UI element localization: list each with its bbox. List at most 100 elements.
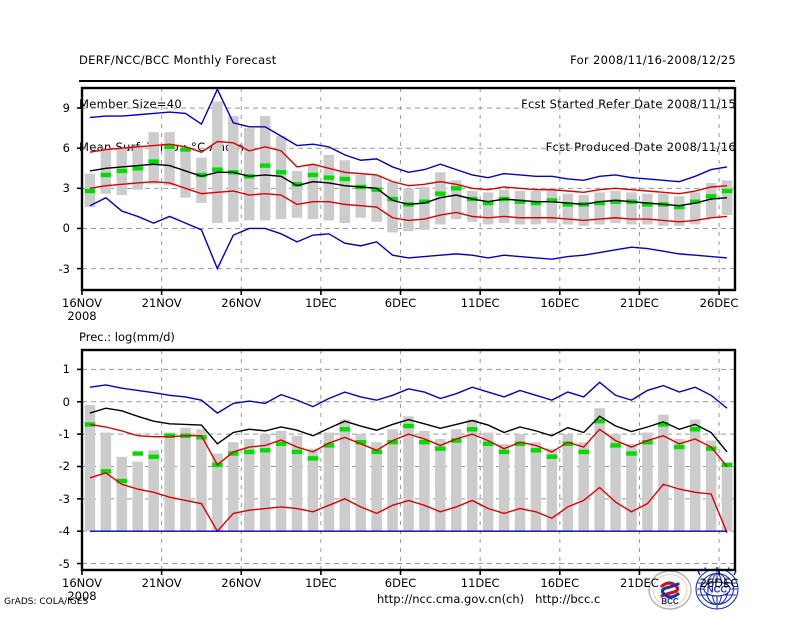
y-axis-tick-label: -3 — [58, 261, 70, 276]
spread-box — [339, 419, 351, 532]
spread-box — [291, 435, 303, 532]
median-marker — [435, 446, 446, 451]
median-marker — [674, 444, 685, 450]
median-marker — [466, 427, 478, 432]
median-marker — [259, 163, 271, 168]
median-marker — [371, 187, 382, 192]
median-marker — [275, 170, 287, 175]
x-axis-tick-label: 11DEC — [460, 296, 500, 310]
median-marker — [307, 456, 319, 461]
median-marker — [435, 191, 446, 196]
spread-box — [196, 429, 207, 532]
spread-box — [705, 182, 717, 218]
spread-box — [212, 453, 223, 532]
y-axis-tick-label: 0 — [62, 221, 70, 236]
spread-box — [546, 448, 558, 532]
x-axis-tick-label: 2008 — [67, 589, 97, 603]
median-marker — [419, 199, 430, 204]
median-marker — [148, 159, 159, 164]
median-marker — [116, 478, 128, 484]
header-right-block: For 2008/11/16-2008/12/25 Fcst Started R… — [521, 25, 736, 170]
spread-box — [721, 180, 733, 216]
median-marker — [689, 199, 701, 204]
spread-box — [387, 429, 398, 532]
spread-box — [100, 432, 112, 532]
spread-box — [514, 191, 526, 225]
median-marker — [419, 440, 430, 445]
spread-box — [466, 419, 478, 532]
grads-credit: GrADS: COLA/IGES — [4, 597, 89, 607]
spread-box — [323, 432, 335, 532]
spread-box — [403, 188, 414, 232]
spread-box — [610, 191, 621, 224]
median-marker — [84, 422, 96, 427]
spread-box — [530, 442, 542, 532]
spread-box — [371, 174, 382, 222]
median-marker — [291, 182, 303, 187]
spread-box — [116, 456, 128, 532]
median-marker — [705, 446, 717, 451]
median-marker — [259, 448, 271, 453]
x-axis-tick-label: 1DEC — [305, 576, 337, 590]
median-marker — [180, 147, 191, 152]
spread-box — [626, 192, 637, 225]
spread-box — [626, 443, 637, 532]
median-marker — [721, 188, 733, 194]
spread-box — [451, 180, 462, 220]
median-marker — [164, 433, 175, 438]
median-marker — [387, 196, 398, 202]
series-line — [89, 163, 728, 207]
median-marker — [132, 451, 143, 456]
spread-box — [594, 192, 605, 225]
median-marker — [451, 186, 462, 191]
y-axis-tick-label: 9 — [62, 101, 70, 116]
spread-box — [482, 432, 494, 532]
precipitation-plot-title: Prec.: log(mm/d) — [79, 330, 175, 344]
spread-box — [259, 434, 271, 532]
median-marker — [546, 198, 558, 203]
spread-box — [100, 149, 112, 194]
header-refer-date: Fcst Started Refer Date 2008/11/15 — [521, 96, 736, 111]
median-marker — [307, 172, 319, 178]
median-marker — [658, 422, 669, 427]
median-marker — [323, 175, 335, 180]
spread-box — [435, 438, 446, 532]
x-axis-tick-label: 16NOV — [62, 576, 102, 590]
spread-box — [674, 196, 685, 226]
x-axis-tick-label: 21NOV — [141, 576, 182, 590]
spread-box — [466, 191, 478, 222]
y-axis-tick-label: -1 — [58, 427, 70, 442]
spread-box — [148, 132, 159, 185]
spread-box — [355, 434, 366, 532]
x-axis-tick-label: 26NOV — [221, 296, 262, 310]
median-marker — [482, 441, 494, 447]
spread-box — [530, 191, 542, 225]
spread-box — [180, 427, 191, 532]
median-marker — [721, 462, 733, 468]
median-marker — [610, 199, 621, 204]
spread-box — [658, 414, 669, 532]
median-marker — [148, 454, 159, 459]
y-tick-marks — [77, 368, 82, 565]
header-forecast-range: For 2008/11/16-2008/12/25 — [570, 53, 736, 67]
y-tick-marks — [77, 107, 82, 270]
spread-box — [132, 461, 143, 532]
series-lines — [89, 381, 728, 534]
spread-box — [355, 174, 366, 218]
spread-box — [307, 164, 319, 220]
median-marker — [451, 438, 462, 443]
header-member-size: Member Size=40 — [79, 96, 183, 111]
median-marker — [403, 423, 414, 429]
spread-box — [562, 193, 574, 225]
spread-box — [339, 160, 351, 224]
header-divider — [79, 80, 735, 82]
x-axis-tick-label: 1DEC — [305, 296, 337, 310]
header-produced-date: Fcst Produced Date 2008/11/16 — [545, 140, 736, 154]
spread-box — [642, 193, 653, 225]
series-line — [89, 140, 728, 195]
median-marker — [546, 454, 558, 459]
spread-box — [451, 429, 462, 532]
series-line — [89, 423, 728, 467]
